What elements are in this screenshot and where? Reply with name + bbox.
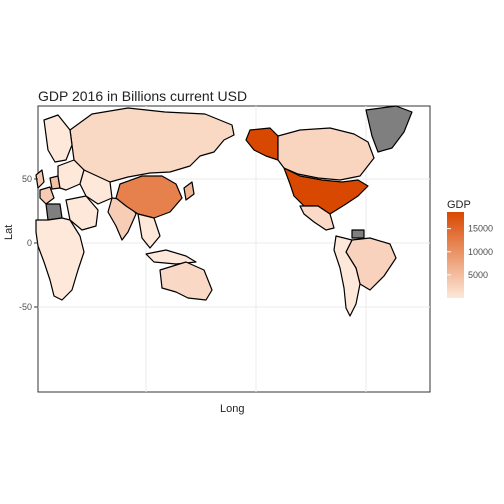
y-tick-label: 0 (27, 238, 32, 248)
legend-tick-label: 15000 (468, 224, 493, 234)
legend-colorbar (447, 212, 464, 298)
legend-tick-label: 10000 (468, 247, 493, 257)
region-na-africa (46, 204, 62, 220)
y-tick-label: 50 (22, 174, 32, 184)
legend: 5000 10000 15000 (447, 212, 493, 298)
region-na-latam (352, 230, 364, 238)
legend-tick-label: 5000 (468, 270, 488, 280)
y-axis: 50 0 -50 (19, 174, 38, 312)
y-tick-label: -50 (19, 302, 32, 312)
